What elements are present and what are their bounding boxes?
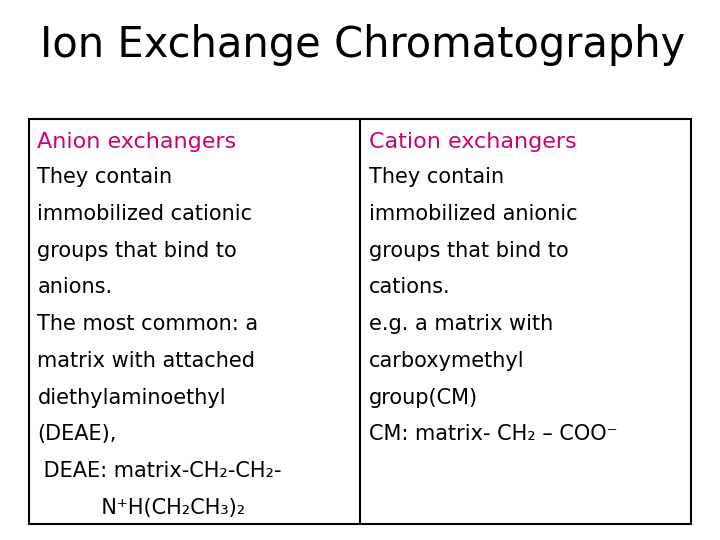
Text: CM: matrix- CH₂ – COO⁻: CM: matrix- CH₂ – COO⁻ [369,424,617,444]
Text: The most common: a: The most common: a [37,314,258,334]
Text: Ion Exchange Chromatography: Ion Exchange Chromatography [40,24,685,66]
Bar [29,119,691,524]
Text: DEAE: matrix-CH₂-CH₂-: DEAE: matrix-CH₂-CH₂- [37,461,282,481]
Text: Anion exchangers: Anion exchangers [37,132,237,152]
Text: diethylaminoethyl: diethylaminoethyl [37,388,226,408]
Text: N⁺H(CH₂CH₃)₂: N⁺H(CH₂CH₃)₂ [55,498,246,518]
Text: e.g. a matrix with: e.g. a matrix with [369,314,553,334]
Text: carboxymethyl: carboxymethyl [369,351,524,371]
Text: immobilized anionic: immobilized anionic [369,204,577,224]
Text: Cation exchangers: Cation exchangers [369,132,577,152]
Text: immobilized cationic: immobilized cationic [37,204,253,224]
Text: (DEAE),: (DEAE), [37,424,117,444]
Text: matrix with attached: matrix with attached [37,351,256,371]
Text: anions.: anions. [37,278,112,298]
Text: They contain: They contain [37,167,173,187]
Text: groups that bind to: groups that bind to [369,241,568,261]
Text: group(CM): group(CM) [369,388,478,408]
Text: They contain: They contain [369,167,504,187]
Text: cations.: cations. [369,278,450,298]
Text: groups that bind to: groups that bind to [37,241,237,261]
